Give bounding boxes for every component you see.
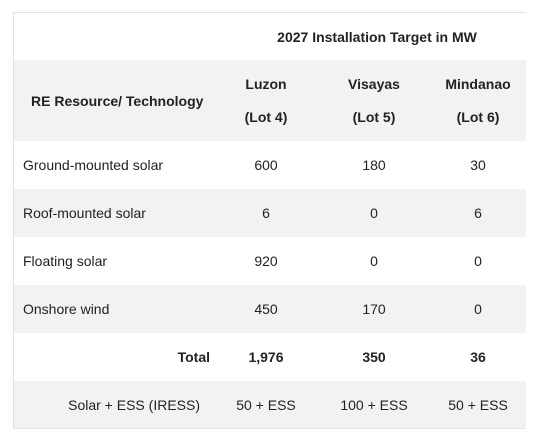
luzon-lot-label: (Lot 4) bbox=[244, 108, 288, 125]
table-row: Roof-mounted solar 6 0 6 bbox=[14, 189, 527, 237]
visayas-lot-label: (Lot 5) bbox=[352, 108, 396, 125]
mindanao-lot-label: (Lot 6) bbox=[456, 108, 500, 125]
visayas-total-cell: 350 bbox=[318, 333, 430, 381]
luzon-value-cell: 450 bbox=[214, 285, 318, 333]
luzon-column-header: Luzon (Lot 4) bbox=[214, 60, 318, 141]
visayas-value-cell: 0 bbox=[318, 237, 430, 285]
table-row: Floating solar 920 0 0 bbox=[14, 237, 527, 285]
total-row: Total 1,976 350 36 bbox=[14, 333, 527, 381]
visayas-value-cell: 180 bbox=[318, 141, 430, 189]
technology-cell: Onshore wind bbox=[14, 285, 214, 333]
visayas-value-cell: 0 bbox=[318, 189, 430, 237]
technology-cell: Roof-mounted solar bbox=[14, 189, 214, 237]
table-title: 2027 Installation Target in MW bbox=[214, 13, 527, 60]
visayas-ess-cell: 100 + ESS bbox=[318, 381, 430, 428]
luzon-region-name: Luzon bbox=[245, 75, 287, 92]
table-row: Onshore wind 450 170 0 bbox=[14, 285, 527, 333]
mindanao-value-cell: 0 bbox=[430, 285, 527, 333]
installation-target-table: 2027 Installation Target in MW RE Resour… bbox=[14, 13, 527, 428]
luzon-total-cell: 1,976 bbox=[214, 333, 318, 381]
technology-cell: Floating solar bbox=[14, 237, 214, 285]
visayas-region-name: Visayas bbox=[348, 75, 400, 92]
visayas-column-header: Visayas (Lot 5) bbox=[318, 60, 430, 141]
technology-cell: Ground-mounted solar bbox=[14, 141, 214, 189]
luzon-value-cell: 920 bbox=[214, 237, 318, 285]
mindanao-total-cell: 36 bbox=[430, 333, 527, 381]
mindanao-ess-cell: 50 + ESS bbox=[430, 381, 527, 428]
technology-column-header: RE Resource/ Technology bbox=[14, 60, 214, 141]
luzon-value-cell: 600 bbox=[214, 141, 318, 189]
mindanao-column-header: Mindanao (Lot 6) bbox=[430, 60, 527, 141]
ess-row: Solar + ESS (IRESS) 50 + ESS 100 + ESS 5… bbox=[14, 381, 527, 428]
mindanao-value-cell: 30 bbox=[430, 141, 527, 189]
mindanao-region-name: Mindanao bbox=[445, 75, 511, 92]
ess-label: Solar + ESS (IRESS) bbox=[14, 381, 214, 428]
luzon-value-cell: 6 bbox=[214, 189, 318, 237]
empty-corner-cell bbox=[14, 13, 214, 60]
table-header-row: RE Resource/ Technology Luzon (Lot 4) Vi… bbox=[14, 60, 527, 141]
visayas-value-cell: 170 bbox=[318, 285, 430, 333]
table-row: Ground-mounted solar 600 180 30 bbox=[14, 141, 527, 189]
total-label: Total bbox=[14, 333, 214, 381]
mindanao-value-cell: 0 bbox=[430, 237, 527, 285]
table-title-row: 2027 Installation Target in MW bbox=[14, 13, 527, 60]
installation-target-table-frame: 2027 Installation Target in MW RE Resour… bbox=[13, 12, 527, 429]
mindanao-value-cell: 6 bbox=[430, 189, 527, 237]
luzon-ess-cell: 50 + ESS bbox=[214, 381, 318, 428]
